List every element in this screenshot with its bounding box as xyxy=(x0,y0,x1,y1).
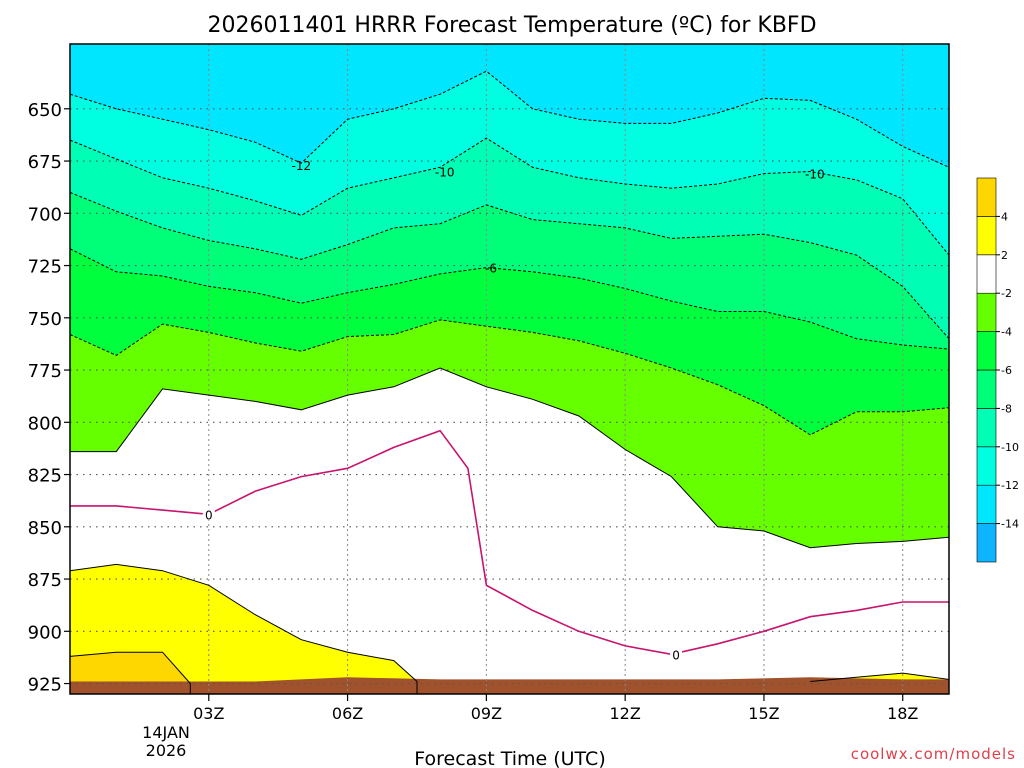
contour-line--10 xyxy=(69,70,950,168)
zero-isotherm xyxy=(70,429,949,656)
x-tick-label: 09Z xyxy=(471,704,502,723)
x-tick-label: 12Z xyxy=(609,704,640,723)
x-tick-label: 18Z xyxy=(887,704,918,723)
contour-label: 0 xyxy=(205,508,213,522)
x-tick-label: 06Z xyxy=(332,704,363,723)
x-axis-title: Forecast Time (UTC) xyxy=(414,748,605,768)
terrain-layer xyxy=(70,677,949,694)
colorbar-swatch xyxy=(976,446,997,486)
colorbar-swatch xyxy=(976,369,997,409)
colorbar-swatch xyxy=(976,292,997,332)
colorbar-swatch xyxy=(976,484,997,524)
contour-line--2 xyxy=(69,319,950,436)
contour-label-bg xyxy=(670,646,683,661)
y-tick-label: 650 xyxy=(28,100,62,121)
date-label-day: 14JAN xyxy=(142,723,190,742)
colorbar-swatch xyxy=(976,331,997,371)
y-tick-label: 700 xyxy=(28,204,62,225)
colorbar-label: 4 xyxy=(1001,210,1008,223)
contour-label: 0 xyxy=(672,648,680,662)
colorbar-label: -2 xyxy=(1001,287,1012,300)
contour-labels: -12 -10 -6 -10 0 0 xyxy=(202,159,825,662)
y-tick-label: 925 xyxy=(28,675,62,696)
y-tick-label: 675 xyxy=(28,152,62,173)
colorbar-label: 2 xyxy=(1001,249,1008,262)
terrain-fill xyxy=(70,677,949,694)
temperature-band-6 xyxy=(70,368,949,694)
contour-line--4 xyxy=(69,248,950,350)
colorbar-label: -12 xyxy=(1001,479,1019,492)
colorbar-legend: -14 -12 -10 -8 -6 -4 -2 2 4 xyxy=(976,177,1019,563)
y-tick-label: 900 xyxy=(28,622,62,643)
chart-title: 2026011401 HRRR Forecast Temperature (ºC… xyxy=(207,13,816,38)
colorbar-label: -8 xyxy=(1001,402,1012,415)
y-tick-label: 800 xyxy=(28,413,62,434)
credit-text: coolwx.com/models xyxy=(851,745,1016,763)
colorbar-swatch xyxy=(976,177,997,217)
contour-line--8 xyxy=(69,137,950,256)
y-tick-label: 775 xyxy=(28,361,62,382)
contour-line-2 xyxy=(70,367,950,549)
colorbar-label: -10 xyxy=(1001,441,1019,454)
y-tick-label: 750 xyxy=(28,309,62,330)
contour-label: -6 xyxy=(485,262,497,276)
contour-lines xyxy=(69,70,950,695)
colorbar-swatch xyxy=(976,523,997,563)
y-tick-label: 825 xyxy=(28,466,62,487)
colorbar-label: -4 xyxy=(1001,326,1012,339)
contour-label: -12 xyxy=(292,159,312,173)
y-tick-label: 850 xyxy=(28,518,62,539)
x-axis: 03Z 06Z 09Z 12Z 15Z 18Z xyxy=(193,694,918,723)
colorbar-label: -14 xyxy=(1001,518,1019,531)
zero-degree-line xyxy=(70,429,949,656)
contour-label: -10 xyxy=(435,165,455,179)
y-axis: 650 675 700 725 750 775 800 825 850 875 900 925 xyxy=(28,100,70,696)
x-tick-label: 15Z xyxy=(748,704,779,723)
colorbar-label: -6 xyxy=(1001,364,1012,377)
colorbar-swatch xyxy=(976,216,997,256)
x-tick-label: 03Z xyxy=(193,704,224,723)
colorbar-swatch xyxy=(976,408,997,448)
temperature-bands xyxy=(70,44,949,695)
y-tick-label: 725 xyxy=(28,257,62,278)
contour-label: -10 xyxy=(805,168,825,182)
contour-label-bg xyxy=(202,506,215,521)
y-tick-label: 875 xyxy=(28,570,62,591)
contour-line--6 xyxy=(69,191,950,340)
colorbar-swatch xyxy=(976,254,997,294)
contour-line-4 xyxy=(69,563,418,695)
plot-frame xyxy=(69,43,950,695)
date-label-year: 2026 xyxy=(146,741,187,760)
